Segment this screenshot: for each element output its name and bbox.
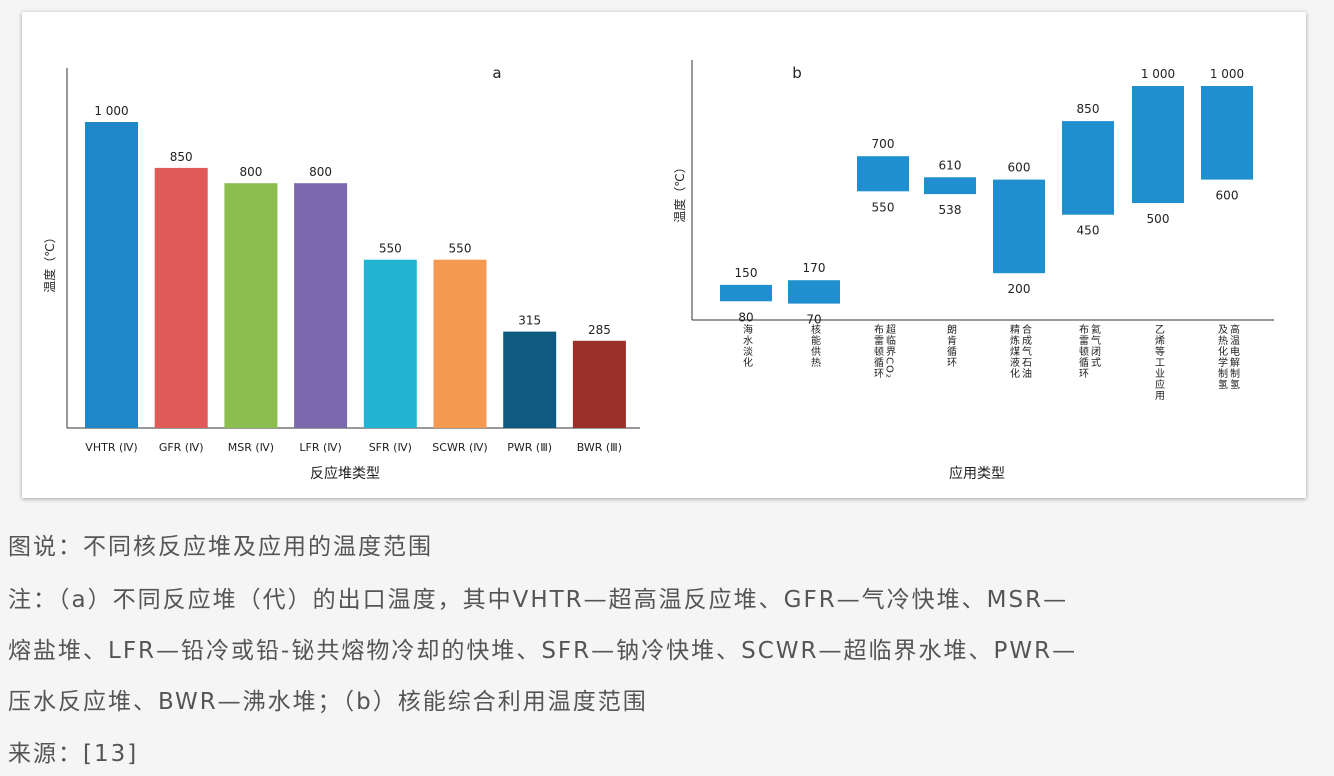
chart-b-tick-label: 朗肯循环	[945, 324, 957, 368]
chart-b-range-bar	[720, 284, 772, 302]
chart-b-tick-label: 合成气石油	[1020, 323, 1032, 379]
chart-a-tick-label: SCWR (Ⅳ)	[432, 441, 487, 454]
chart-b-tick-label: 氦气闭式	[1089, 323, 1101, 368]
chart-b-high-label: 610	[939, 158, 962, 172]
chart-b-range-bar	[993, 179, 1045, 274]
chart-b-tick-label: 高温电解制氢	[1228, 323, 1240, 390]
chart-b-high-label: 150	[735, 266, 758, 280]
chart-b-range-bar	[788, 280, 840, 304]
chart-b-low-label: 70	[806, 313, 821, 327]
chart-a-bar	[224, 183, 278, 428]
chart-a-bar	[154, 167, 208, 428]
chart-b-x-axis-label: 应用类型	[949, 465, 1005, 482]
chart-b-range-bar	[1132, 86, 1184, 203]
chart-a-data-label: 315	[518, 314, 541, 328]
chart-b-tick-label: 海水淡化	[741, 323, 753, 368]
chart-b-tick-label: 超临界CO₂	[884, 323, 896, 379]
chart-a-tick-label: BWR (Ⅲ)	[577, 441, 622, 454]
chart-a-data-label: 550	[449, 242, 472, 256]
chart-b-low-label: 500	[1147, 212, 1170, 226]
charts-canvas: a 温度（℃） 反应堆类型 1 000 VHTR (Ⅳ) 850 GFR (Ⅳ) 800 MSR…	[42, 60, 1274, 482]
chart-a-bar	[503, 331, 557, 428]
chart-b-low-label: 80	[738, 310, 753, 324]
chart-b-high-label: 170	[803, 261, 826, 275]
chart-b-tick-label: 精炼煤液化	[1008, 323, 1020, 379]
chart-a-bar	[572, 340, 626, 428]
chart-a-tick-label: SFR (Ⅳ)	[369, 441, 412, 454]
chart-a-data-label: 550	[379, 242, 402, 256]
chart-a-y-axis-label: 温度（℃）	[42, 231, 57, 292]
chart-a-bar	[433, 259, 487, 428]
chart-a-tick-label: GFR (Ⅳ)	[159, 441, 204, 454]
chart-b-high-label: 600	[1008, 161, 1031, 175]
chart-b-range-bar	[1062, 121, 1114, 215]
chart-a-data-label: 850	[170, 150, 193, 164]
chart-b-tick-label: 及热化学制氢	[1216, 324, 1228, 390]
chart-b-tick-label: 核能供热	[809, 323, 821, 368]
chart-a-tick-label: PWR (Ⅲ)	[507, 441, 552, 454]
chart-b-high-label: 1 000	[1210, 67, 1244, 81]
chart-b-low-label: 538	[939, 203, 962, 217]
chart-a-tick-label: LFR (Ⅳ)	[299, 441, 341, 454]
note-line-3: 压水反应堆、BWR—沸水堆；（b）核能综合利用温度范围	[8, 689, 648, 715]
note-line-2: 熔盐堆、LFR—铅冷或铅-铋共熔物冷却的快堆、SFR—钠冷快堆、SCWR—超临界…	[8, 638, 1078, 664]
chart-a-bar	[294, 183, 348, 428]
chart-a-x-axis-label: 反应堆类型	[310, 465, 380, 482]
figure-panel: a 温度（℃） 反应堆类型 1 000 VHTR (Ⅳ) 850 GFR (Ⅳ) 800 MSR…	[22, 12, 1306, 498]
chart-b-low-label: 200	[1008, 282, 1031, 296]
chart-b-range-bar	[924, 177, 976, 195]
chart-a-data-label: 800	[239, 165, 262, 179]
chart-a-tick-label: VHTR (Ⅳ)	[85, 441, 137, 454]
chart-b-high-label: 1 000	[1141, 67, 1175, 81]
chart-a-data-label: 800	[309, 165, 332, 179]
chart-b-low-label: 450	[1077, 224, 1100, 238]
chart-a-tick-label: MSR (Ⅳ)	[228, 441, 274, 454]
chart-b-high-label: 850	[1077, 102, 1100, 116]
note-line-1: 注：（a）不同反应堆（代）的出口温度，其中VHTR—超高温反应堆、GFR—气冷快…	[8, 587, 1069, 613]
chart-b-tick-label: 布雷顿循环	[872, 324, 884, 379]
chart-a-data-label: 1 000	[94, 104, 128, 118]
chart-b-range-bar	[857, 156, 909, 192]
chart-b-tick-label: 乙烯等工业应用	[1153, 324, 1165, 401]
chart-a-title: a	[492, 64, 501, 82]
chart-a-data-label: 285	[588, 323, 611, 337]
chart-a-bar	[85, 122, 138, 428]
chart-a-bar	[363, 259, 417, 428]
chart-b-title: b	[792, 64, 802, 82]
source-citation: 来源：[13]	[8, 741, 139, 767]
chart-b-low-label: 550	[872, 200, 895, 214]
chart-b-tick-label: 布雷顿循环	[1077, 324, 1089, 379]
chart-b-range-bar	[1201, 86, 1253, 180]
chart-b-low-label: 600	[1216, 189, 1239, 203]
figure-caption: 图说：不同核反应堆及应用的温度范围	[8, 534, 433, 560]
chart-b-y-axis-label: 温度（℃）	[672, 161, 687, 222]
chart-b-high-label: 700	[872, 137, 895, 151]
chart-a-reactor-outlet-temperature: a 温度（℃） 反应堆类型 1 000 VHTR (Ⅳ) 850 GFR (Ⅳ) 800 MSR…	[42, 64, 640, 482]
